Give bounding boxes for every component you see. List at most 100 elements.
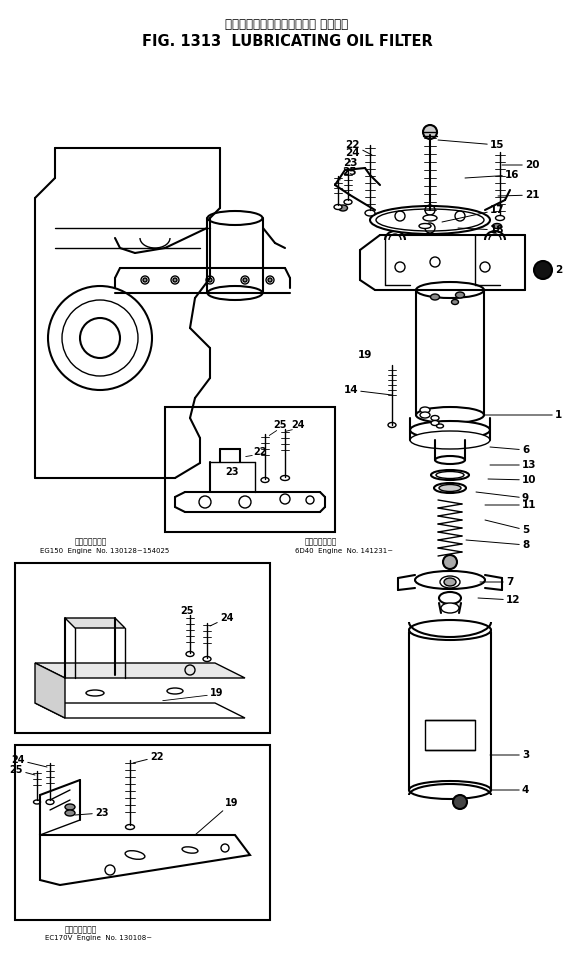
Text: 9: 9 [476, 492, 529, 503]
Polygon shape [35, 703, 245, 718]
Text: 12: 12 [478, 595, 520, 605]
Ellipse shape [376, 209, 484, 231]
Ellipse shape [370, 206, 490, 234]
Ellipse shape [436, 424, 443, 428]
Ellipse shape [440, 576, 460, 588]
Ellipse shape [496, 215, 504, 220]
Text: EC170V  Engine  No. 130108~: EC170V Engine No. 130108~ [45, 935, 152, 941]
Text: 14: 14 [343, 385, 392, 395]
Text: 24: 24 [291, 420, 305, 430]
Ellipse shape [65, 810, 75, 816]
Ellipse shape [431, 294, 439, 300]
Polygon shape [35, 663, 245, 678]
Ellipse shape [420, 412, 430, 418]
Text: 4: 4 [490, 785, 530, 795]
Text: 13: 13 [490, 460, 536, 470]
Text: 24: 24 [346, 148, 360, 162]
Text: 2: 2 [552, 265, 562, 275]
Text: 22: 22 [133, 752, 163, 763]
Circle shape [268, 278, 272, 282]
Ellipse shape [431, 421, 439, 426]
Ellipse shape [439, 592, 461, 604]
Ellipse shape [388, 423, 396, 428]
Ellipse shape [423, 215, 437, 221]
Ellipse shape [334, 205, 342, 209]
Text: 25: 25 [10, 765, 35, 775]
Ellipse shape [416, 282, 484, 298]
Polygon shape [65, 618, 125, 628]
Text: 19: 19 [210, 688, 224, 698]
Text: 23: 23 [75, 808, 109, 818]
Text: 17: 17 [442, 205, 505, 222]
Ellipse shape [86, 690, 104, 696]
Text: 20: 20 [502, 160, 539, 170]
Text: 22: 22 [253, 447, 266, 457]
Ellipse shape [208, 286, 263, 300]
Ellipse shape [365, 210, 375, 216]
Circle shape [453, 795, 467, 809]
Text: 19: 19 [358, 350, 373, 360]
Text: 24: 24 [12, 755, 47, 767]
Text: 21: 21 [498, 190, 539, 200]
Ellipse shape [410, 421, 490, 439]
Text: 15: 15 [438, 140, 504, 150]
Text: 適　用　号　等: 適 用 号 等 [305, 537, 338, 546]
Text: 18: 18 [458, 225, 504, 235]
Text: 1: 1 [485, 410, 562, 420]
Ellipse shape [65, 804, 75, 810]
Text: 8: 8 [466, 540, 529, 550]
Text: 25: 25 [273, 420, 286, 430]
Ellipse shape [410, 431, 490, 449]
Ellipse shape [125, 850, 145, 859]
Ellipse shape [420, 407, 430, 413]
Text: 23: 23 [225, 467, 239, 477]
Text: 24: 24 [210, 613, 233, 626]
Ellipse shape [455, 292, 465, 298]
Ellipse shape [423, 125, 437, 139]
Text: 3: 3 [490, 750, 529, 760]
Ellipse shape [434, 483, 466, 493]
Text: 6D40  Engine  No. 141231~: 6D40 Engine No. 141231~ [295, 548, 393, 554]
Text: EG150  Engine  No. 130128~154025: EG150 Engine No. 130128~154025 [40, 548, 169, 554]
Ellipse shape [451, 299, 458, 305]
Ellipse shape [208, 211, 263, 225]
Ellipse shape [409, 781, 491, 799]
Ellipse shape [441, 603, 459, 613]
Ellipse shape [261, 477, 269, 482]
Ellipse shape [339, 205, 347, 211]
Ellipse shape [125, 825, 135, 830]
Bar [165, 407, 335, 532]
Ellipse shape [203, 656, 211, 661]
Text: 10: 10 [488, 475, 536, 485]
Ellipse shape [281, 475, 289, 480]
Polygon shape [40, 835, 250, 885]
Ellipse shape [344, 200, 352, 205]
Bar [15, 563, 270, 733]
Text: 適　用　号　等: 適 用 号 等 [65, 925, 97, 934]
Text: 25: 25 [180, 606, 194, 616]
Ellipse shape [439, 484, 461, 492]
Bar [425, 720, 475, 750]
Circle shape [443, 555, 457, 569]
Ellipse shape [33, 800, 40, 804]
Ellipse shape [416, 407, 484, 423]
Text: 7: 7 [480, 577, 513, 587]
Ellipse shape [46, 800, 54, 805]
Text: 適　用　号　等: 適 用 号 等 [75, 537, 108, 546]
Text: 6: 6 [490, 445, 529, 455]
Circle shape [243, 278, 247, 282]
Text: 23: 23 [343, 158, 358, 173]
Ellipse shape [182, 846, 198, 853]
Ellipse shape [493, 223, 501, 229]
Ellipse shape [436, 471, 464, 478]
Text: 16: 16 [465, 170, 519, 180]
Ellipse shape [409, 620, 491, 640]
Ellipse shape [431, 416, 439, 421]
Circle shape [208, 278, 212, 282]
Ellipse shape [444, 578, 456, 586]
Circle shape [143, 278, 147, 282]
Text: 25: 25 [340, 167, 357, 180]
Text: FIG. 1313  LUBRICATING OIL FILTER: FIG. 1313 LUBRICATING OIL FILTER [141, 34, 432, 49]
Circle shape [173, 278, 177, 282]
Ellipse shape [167, 688, 183, 694]
